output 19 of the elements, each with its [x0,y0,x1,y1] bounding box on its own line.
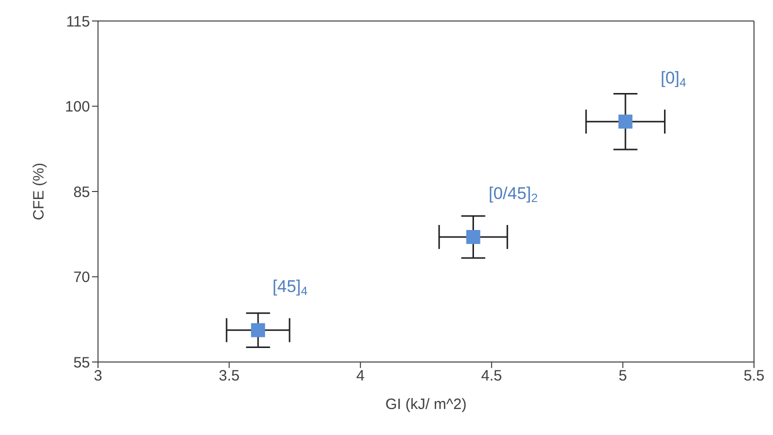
x-tick-label: 3.5 [218,368,240,385]
point [466,230,480,244]
y-tick-label: 115 [66,13,90,30]
y-tick-label: 100 [64,98,90,116]
y-tick-label: 55 [73,354,90,372]
x-tick-label: 5.5 [744,368,764,385]
y-tick-label: 70 [73,269,90,286]
point [618,114,632,129]
x-tick-label: 4 [356,368,365,385]
y-tick-label: 85 [73,184,90,201]
x-tick-label: 4.5 [481,368,502,385]
y-axis-title: CFE (%) [30,162,48,220]
point [251,323,266,338]
x-tick-label: 5 [618,368,627,385]
x-axis-title: GI (kJ/ m^2) [385,396,467,413]
annotation: [45]$_{4}$ [272,277,308,298]
annotation: [0/45]$_{2}$ [488,184,538,205]
x-tick-label: 3 [94,368,102,385]
annotation: [0]$_{4}$ [660,68,687,90]
